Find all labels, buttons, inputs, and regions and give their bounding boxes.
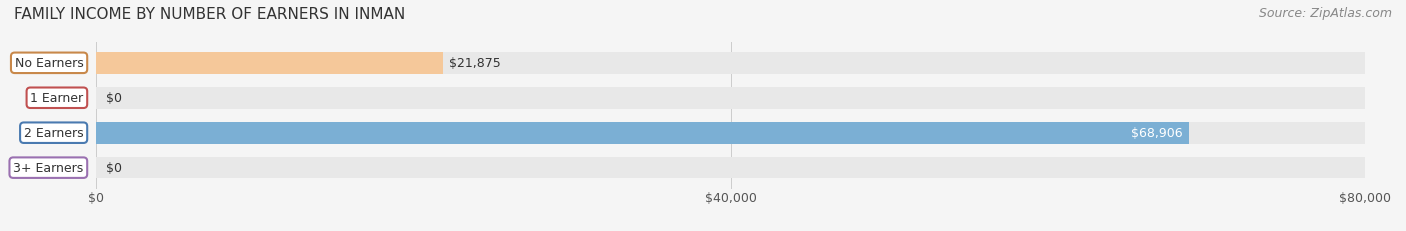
Text: No Earners: No Earners	[14, 57, 83, 70]
Text: $0: $0	[107, 161, 122, 174]
Text: Source: ZipAtlas.com: Source: ZipAtlas.com	[1258, 7, 1392, 20]
Bar	[96, 53, 1365, 74]
Bar	[96, 88, 1365, 109]
Bar	[96, 122, 1189, 144]
Text: 1 Earner: 1 Earner	[31, 92, 83, 105]
Bar	[96, 122, 1365, 144]
Bar	[96, 157, 1365, 179]
Text: $0: $0	[107, 92, 122, 105]
Text: 3+ Earners: 3+ Earners	[13, 161, 83, 174]
Bar	[96, 53, 443, 74]
Text: FAMILY INCOME BY NUMBER OF EARNERS IN INMAN: FAMILY INCOME BY NUMBER OF EARNERS IN IN…	[14, 7, 405, 22]
Text: $21,875: $21,875	[450, 57, 501, 70]
Text: 2 Earners: 2 Earners	[24, 127, 83, 140]
Text: $68,906: $68,906	[1130, 127, 1182, 140]
